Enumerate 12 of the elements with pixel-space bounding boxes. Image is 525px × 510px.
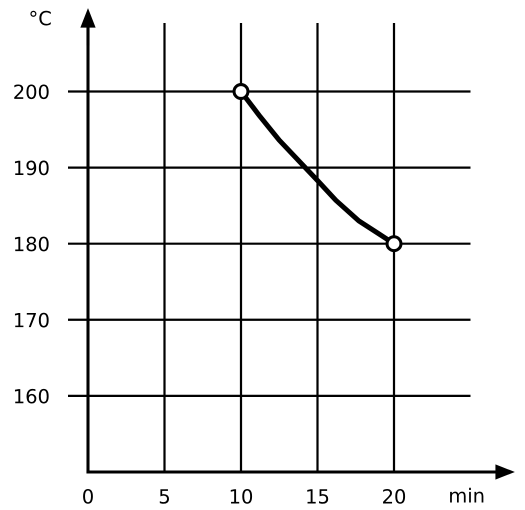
x-tick-label: 10 — [230, 489, 252, 504]
x-tick-label: 5 — [160, 489, 169, 504]
y-tick-label: 190 — [14, 160, 49, 176]
x-tick-label: 20 — [383, 489, 406, 504]
x-tick-label: 15 — [307, 489, 328, 504]
x-axis-title: min — [450, 488, 484, 503]
y-tick-label: 170 — [14, 312, 49, 328]
y-tick-label: 200 — [14, 84, 49, 100]
x-tick-label: 0 — [83, 489, 93, 504]
y-tick-label: 160 — [14, 388, 49, 404]
y-axis-title: °C — [30, 10, 51, 26]
y-tick-label: 180 — [14, 236, 49, 252]
